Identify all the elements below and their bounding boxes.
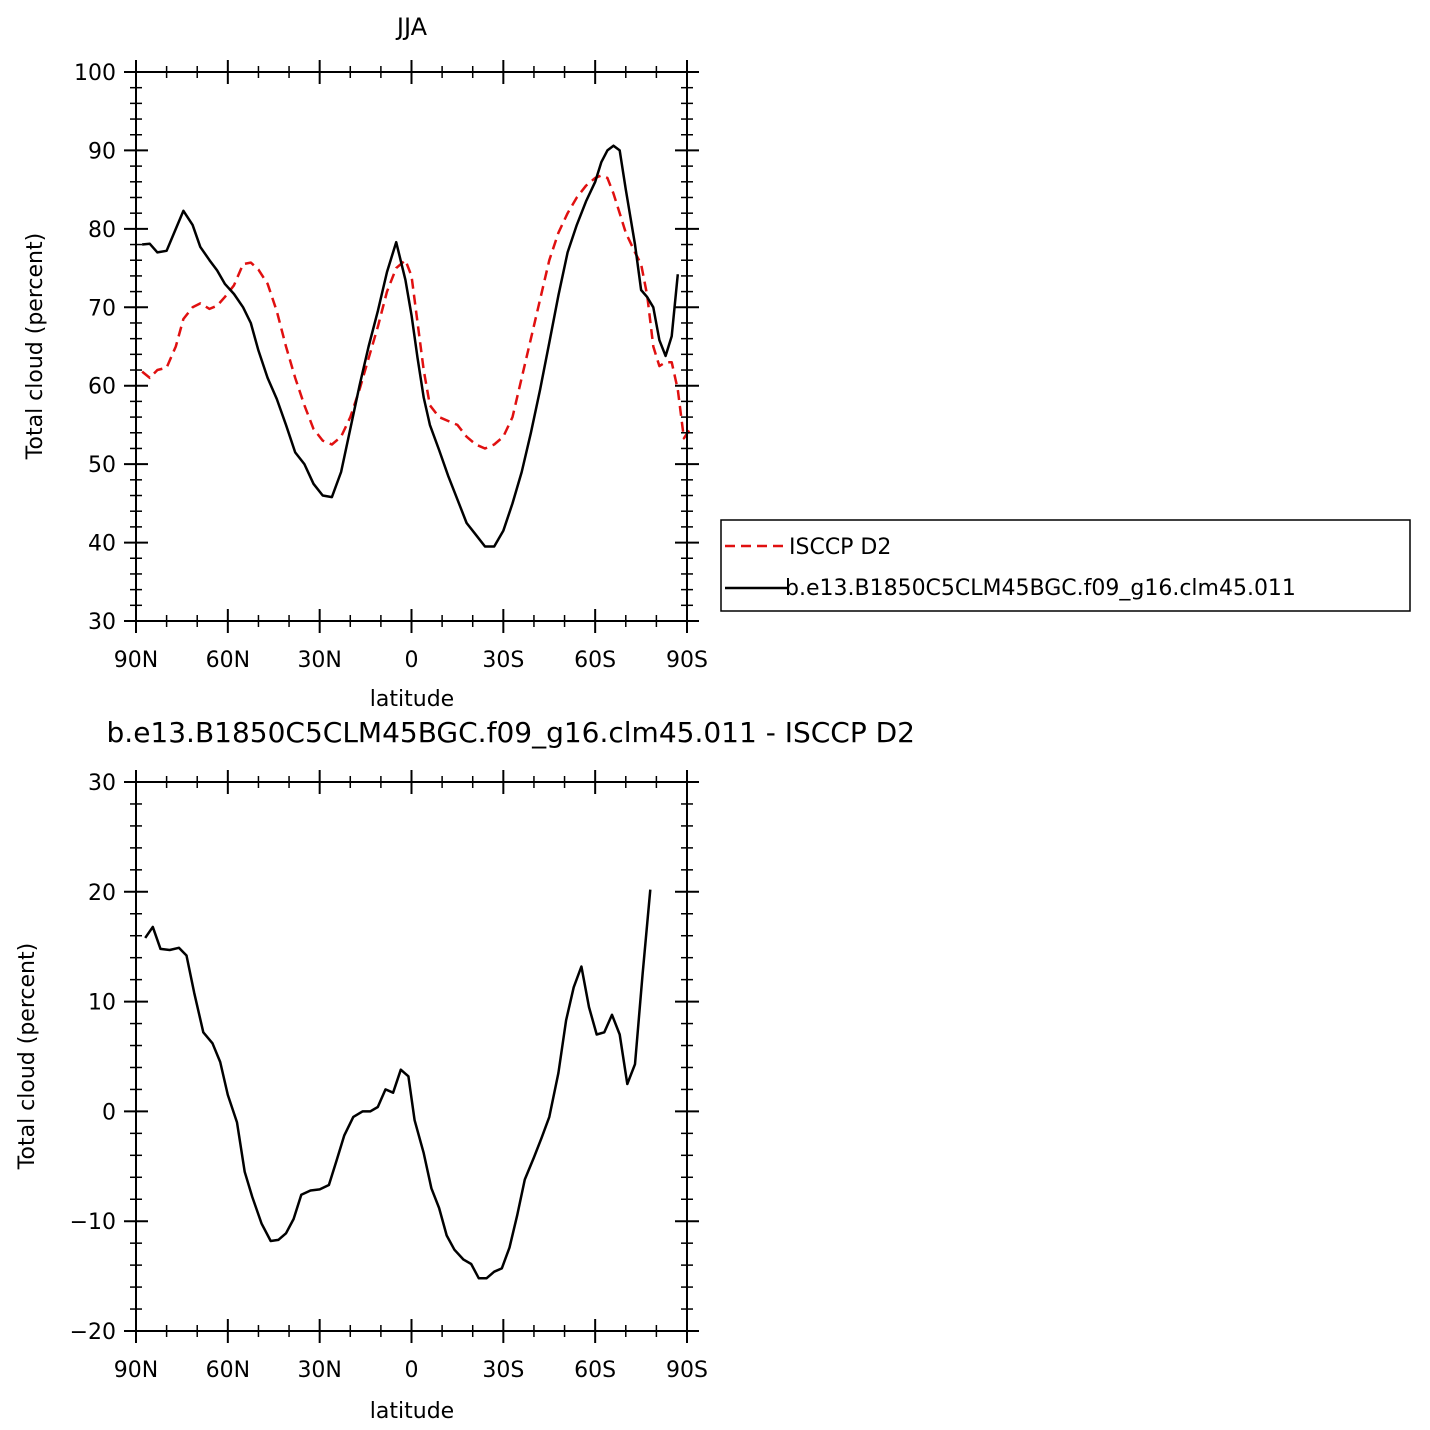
bottom-y-tick-label: 20 — [88, 881, 116, 906]
top-x-tick-label: 90N — [114, 648, 158, 673]
top-y-tick-label: 90 — [88, 139, 116, 164]
bottom-x-tick-label: 0 — [405, 1358, 419, 1383]
bottom-y-tick-label: 30 — [88, 771, 116, 796]
top-title: JJA — [395, 13, 428, 41]
bottom-y-tick-label: −20 — [70, 1320, 116, 1345]
legend-box — [720, 519, 1411, 612]
bottom-y-tick-label: 10 — [88, 991, 116, 1016]
bottom-x-axis-label: latitude — [370, 1399, 454, 1424]
legend-label-model: b.e13.B1850C5CLM45BGC.f09_g16.clm45.011 — [785, 576, 1296, 601]
top-y-tick-label: 50 — [88, 453, 116, 478]
top-x-tick-label: 60N — [206, 648, 250, 673]
top-panel: JJA 30 40 50 60 70 80 90 100 90N 60N 30N 0 30S 60S 90S… — [23, 13, 708, 712]
top-y-tick-label: 40 — [88, 532, 116, 557]
bottom-x-tick-label: 30N — [297, 1358, 341, 1383]
bottom-x-tick-label: 30S — [482, 1358, 524, 1383]
top-x-tick-label: 30N — [297, 648, 341, 673]
bottom-y-tick-label: 0 — [102, 1100, 116, 1125]
top-series-line-1 — [141, 144, 680, 548]
bottom-panel: b.e13.B1850C5CLM45BGC.f09_g16.clm45.011 … — [15, 716, 915, 1424]
bottom-x-tick-label: 90N — [114, 1358, 158, 1383]
top-y-tick-label: 70 — [88, 296, 116, 321]
top-y-axis-label: Total cloud (percent) — [23, 233, 48, 460]
top-y-tick-label: 100 — [74, 61, 116, 86]
top-x-tick-label: 90S — [666, 648, 708, 673]
bottom-x-tick-label: 90S — [666, 1358, 708, 1383]
top-x-tick-label: 0 — [405, 648, 419, 673]
top-series-line-0 — [141, 174, 692, 450]
top-y-tick-label: 30 — [88, 610, 116, 635]
bottom-x-tick-label: 60S — [574, 1358, 616, 1383]
top-y-tick-label: 80 — [88, 218, 116, 243]
top-x-axis-label: latitude — [370, 687, 454, 712]
top-y-tick-label: 60 — [88, 375, 116, 400]
bottom-series-group — [144, 889, 652, 1280]
legend-label-isccp: ISCCP D2 — [789, 535, 891, 560]
legend: ISCCP D2 b.e13.B1850C5CLM45BGC.f09_g16.c… — [720, 519, 1411, 612]
bottom-y-tick-label: −10 — [70, 1210, 116, 1235]
bottom-series-line-0 — [144, 889, 652, 1280]
top-series-group — [141, 144, 692, 548]
top-x-tick-label: 60S — [574, 648, 616, 673]
bottom-axes: −20 −10 0 10 20 30 90N 60N 30N 0 30S 60S 90S — [70, 770, 708, 1383]
top-x-tick-label: 30S — [482, 648, 524, 673]
bottom-x-tick-label: 60N — [206, 1358, 250, 1383]
bottom-title: b.e13.B1850C5CLM45BGC.f09_g16.clm45.011 … — [107, 716, 915, 749]
bottom-y-axis-label: Total cloud (percent) — [15, 943, 40, 1170]
top-axes: 30 40 50 60 70 80 90 100 90N 60N 30N 0 30S 60S 90S — [74, 60, 708, 673]
